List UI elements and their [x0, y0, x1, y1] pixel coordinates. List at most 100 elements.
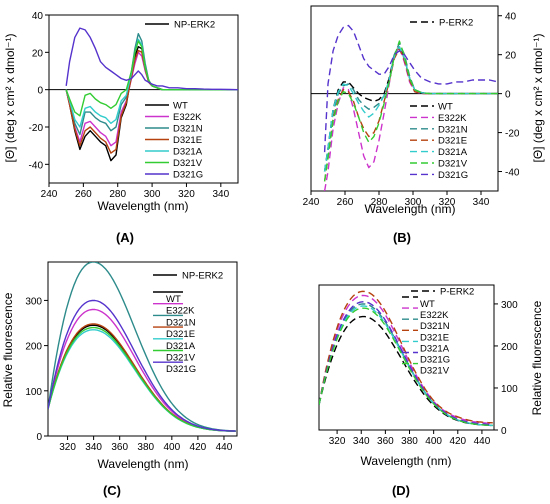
- series-line-d321n: [319, 303, 493, 427]
- x-axis-label: Wavelength (nm): [98, 457, 189, 471]
- x-tick-label: 440: [474, 436, 491, 447]
- series-line-d321g: [319, 301, 493, 426]
- x-tick-label: 360: [377, 436, 394, 447]
- series-line-d321g: [323, 24, 498, 153]
- legend-label-d321g: D321G: [166, 364, 196, 375]
- x-tick-label: 320: [178, 189, 195, 200]
- series-line-d321a: [319, 305, 493, 427]
- y-axis-label: [Θ] (deg x cm² x dmol⁻¹): [3, 33, 17, 162]
- series-line-d321n: [48, 262, 236, 432]
- series-line-e322k: [323, 46, 498, 191]
- legend-label-e322k: E322K: [438, 113, 467, 124]
- y-tick-label: 100: [25, 387, 42, 398]
- x-tick-label: 340: [473, 197, 490, 208]
- x-axis-label: Wavelength (nm): [98, 199, 189, 213]
- series-line-d321v: [323, 40, 498, 182]
- y-tick-label: 40: [505, 12, 517, 23]
- legend-label-d321g: D321G: [420, 355, 450, 366]
- series-line-d321v: [65, 40, 238, 117]
- legend-header-label: NP-ERK2: [174, 20, 215, 31]
- legend-label-d321e: D321E: [438, 136, 467, 147]
- legend-label-d321v: D321V: [420, 366, 450, 377]
- legend-label-d321e: D321E: [420, 332, 449, 343]
- series-line-d321g: [65, 27, 238, 91]
- legend-label-wt: WT: [166, 294, 181, 305]
- x-tick-label: 420: [190, 442, 207, 453]
- legend-label-wt: WT: [438, 102, 453, 113]
- x-tick-label: 300: [144, 189, 161, 200]
- legend-label-wt: WT: [173, 101, 188, 112]
- panel-0: 240 260 280 300 320 340 Wavelength (nm) (A) NP-E…: [41, 14, 239, 245]
- plot-frame: [47, 261, 238, 437]
- legend-header-label: NP-ERK2: [182, 271, 223, 282]
- y-tick-label: 40: [32, 11, 44, 22]
- panel-label: (A): [116, 230, 134, 245]
- y-axis-label: Relative fluorescence: [1, 292, 15, 407]
- panel-2: 320 340 360 380 400 420 440 0 100 200 300 Wavelengt…: [1, 261, 238, 498]
- series-group: [48, 262, 236, 432]
- series-line-d321v: [319, 307, 493, 427]
- legend-label-d321n: D321N: [166, 317, 196, 328]
- y-tick-label: 0: [36, 432, 42, 443]
- panel-label: (C): [103, 483, 121, 498]
- x-tick-label: 320: [329, 436, 346, 447]
- plot-frame: [310, 5, 499, 192]
- legend-label-d321e: D321E: [166, 329, 195, 340]
- legend-label-d321v: D321V: [438, 159, 468, 170]
- legend-header-label: P-ERK2: [439, 18, 473, 29]
- x-tick-label: 260: [337, 197, 354, 208]
- series-line-wt: [319, 315, 493, 427]
- legend-label-d321e: D321E: [173, 135, 202, 146]
- x-tick-label: 240: [303, 197, 320, 208]
- y-tick-label: -20: [29, 123, 44, 134]
- legend-label-d321g: D321G: [173, 170, 203, 181]
- series-line-d321e: [323, 48, 498, 182]
- panel-label: (D): [392, 483, 410, 498]
- legend-label-d321a: D321A: [166, 341, 196, 352]
- legend-label-e322k: E322K: [420, 310, 449, 321]
- legend-header-label: P-ERK2: [440, 287, 474, 298]
- y-tick-label: 0: [37, 86, 43, 97]
- series-line-d321v: [48, 326, 236, 432]
- panel-1: 240 260 280 300 320 340 -40 -20 0 20 40 Wavelength …: [303, 5, 545, 245]
- legend-label-d321n: D321N: [438, 124, 468, 135]
- y-tick-label: -20: [505, 129, 520, 140]
- plot-frame: [48, 14, 239, 184]
- series-line-e322k: [48, 308, 236, 432]
- y-tick-label: 0: [501, 426, 507, 437]
- legend-label-e322k: E322K: [166, 306, 195, 317]
- x-tick-label: 340: [85, 442, 102, 453]
- y-tick-label: 20: [505, 51, 517, 62]
- series-group: [319, 290, 493, 427]
- x-tick-label: 400: [163, 442, 180, 453]
- series-line-d321g: [48, 299, 236, 432]
- panel-label: (B): [393, 230, 411, 245]
- y-tick-label: 100: [501, 384, 518, 395]
- x-tick-label: 300: [405, 197, 422, 208]
- x-tick-label: 380: [137, 442, 154, 453]
- x-tick-label: 440: [216, 442, 233, 453]
- y-tick-label: 300: [501, 300, 518, 311]
- x-tick-label: 360: [111, 442, 128, 453]
- legend-label-d321a: D321A: [438, 147, 468, 158]
- y-tick-label: -40: [29, 160, 44, 171]
- x-tick-label: 280: [371, 197, 388, 208]
- x-tick-label: 280: [109, 189, 126, 200]
- y-axis-label: [Θ] (deg x cm² x dmol⁻¹): [531, 33, 545, 162]
- x-tick-label: 260: [75, 189, 92, 200]
- legend-label-d321g: D321G: [438, 170, 468, 181]
- y-tick-label: -40: [505, 168, 520, 179]
- x-tick-label: 420: [449, 436, 466, 447]
- legend-label-wt: WT: [420, 299, 435, 310]
- y-tick-label: 0: [505, 90, 511, 101]
- x-axis-label: Wavelength (nm): [361, 454, 452, 468]
- y-tick-label: 200: [501, 342, 518, 353]
- x-tick-label: 320: [439, 197, 456, 208]
- legend-label-d321n: D321N: [420, 321, 450, 332]
- series-group: [323, 24, 498, 191]
